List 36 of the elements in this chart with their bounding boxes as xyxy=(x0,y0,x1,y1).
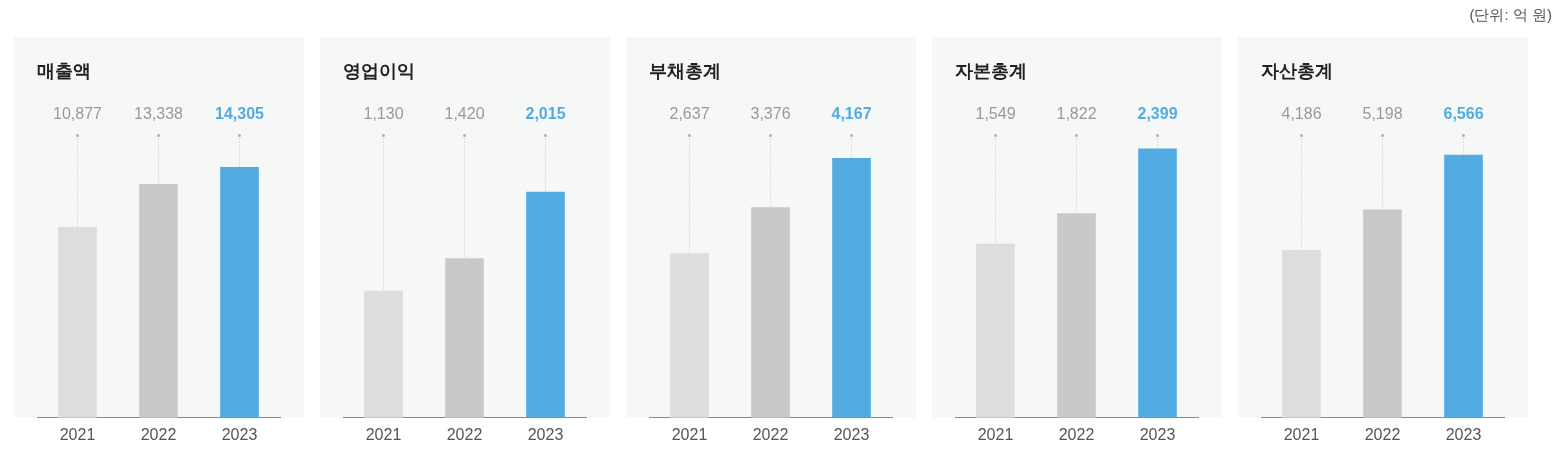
data-label: 4,167 xyxy=(831,105,872,123)
x-tick-label: 2022 xyxy=(752,425,789,443)
x-tick-label: 2023 xyxy=(527,425,564,443)
x-tick-label: 2021 xyxy=(671,425,708,443)
chart-title: 매출액 xyxy=(37,60,91,81)
x-tick-label: 2023 xyxy=(833,425,870,443)
chart-title: 자산총계 xyxy=(1261,60,1333,81)
text: (단위: 억 원) xyxy=(1469,6,1552,23)
x-tick-label: 2021 xyxy=(1283,425,1320,443)
x-tick-label: 2022 xyxy=(446,425,483,443)
x-tick-label: 2022 xyxy=(140,425,177,443)
data-label: 3,376 xyxy=(750,105,791,123)
data-label: 14,305 xyxy=(215,105,265,123)
data-label: 10,877 xyxy=(53,105,103,123)
data-label: 4,186 xyxy=(1281,105,1322,123)
data-label: 1,549 xyxy=(975,105,1016,123)
x-tick-label: 2022 xyxy=(1364,425,1401,443)
chart-title: 부채총계 xyxy=(649,60,721,81)
x-tick-label: 2023 xyxy=(1445,425,1482,443)
data-label: 2,015 xyxy=(525,105,566,123)
x-tick-label: 2021 xyxy=(59,425,96,443)
data-label: 1,130 xyxy=(363,105,404,123)
x-tick-label: 2023 xyxy=(221,425,258,443)
chart-title: 자본총계 xyxy=(955,60,1027,81)
x-tick-label: 2021 xyxy=(365,425,402,443)
data-label: 13,338 xyxy=(134,105,184,123)
x-tick-label: 2022 xyxy=(1058,425,1095,443)
chart-title: 영업이익 xyxy=(343,60,415,81)
data-label: 1,822 xyxy=(1056,105,1097,123)
data-label: 6,566 xyxy=(1443,105,1484,123)
data-label: 2,637 xyxy=(669,105,710,123)
x-tick-label: 2021 xyxy=(977,425,1014,443)
data-label: 2,399 xyxy=(1137,105,1178,123)
data-label: 1,420 xyxy=(444,105,485,123)
data-label: 5,198 xyxy=(1362,105,1403,123)
x-tick-label: 2023 xyxy=(1139,425,1176,443)
